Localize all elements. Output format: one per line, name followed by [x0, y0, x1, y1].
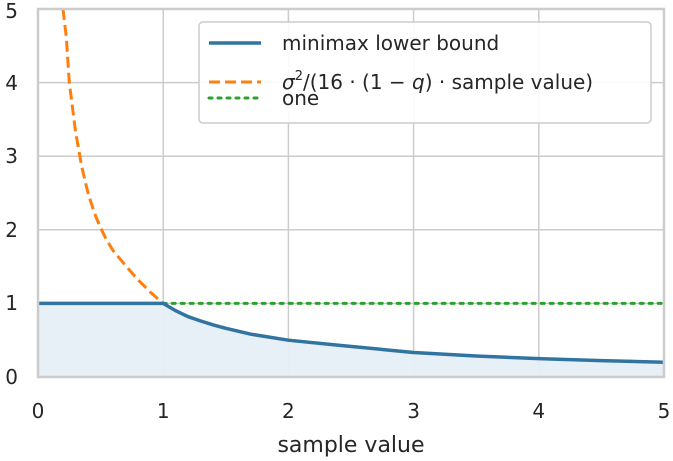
x-tick-5: 5	[658, 399, 671, 423]
y-tick-2: 2	[5, 218, 18, 242]
x-tick-4: 4	[532, 399, 545, 423]
legend-label-sigma: σ2/(16 · (1 − q) · sample value)	[282, 69, 593, 94]
y-tick-5: 5	[5, 0, 18, 23]
sigma-curve	[61, 8, 165, 305]
plot-frame	[36, 7, 666, 379]
legend-label-one: one	[282, 86, 319, 110]
x-tick-0: 0	[32, 399, 45, 423]
y-tick-3: 3	[5, 144, 18, 168]
minimax-line	[38, 301, 665, 365]
legend-label-minimax: minimax lower bound	[282, 31, 499, 55]
legend: minimax lower bound σ2/(16 · (1 − q) · s…	[198, 21, 652, 124]
y-tick-4: 4	[5, 71, 18, 95]
x-tick-labels: 0 1 2 3 4 5	[32, 399, 671, 423]
x-axis-label: sample value	[277, 433, 424, 458]
x-tick-1: 1	[157, 399, 170, 423]
x-tick-3: 3	[407, 399, 420, 423]
y-tick-0: 0	[5, 365, 18, 389]
y-tick-labels: 0 1 2 3 4 5	[5, 0, 18, 389]
y-tick-1: 1	[5, 291, 18, 315]
x-tick-2: 2	[282, 399, 295, 423]
minimax-fill-area	[38, 303, 664, 377]
